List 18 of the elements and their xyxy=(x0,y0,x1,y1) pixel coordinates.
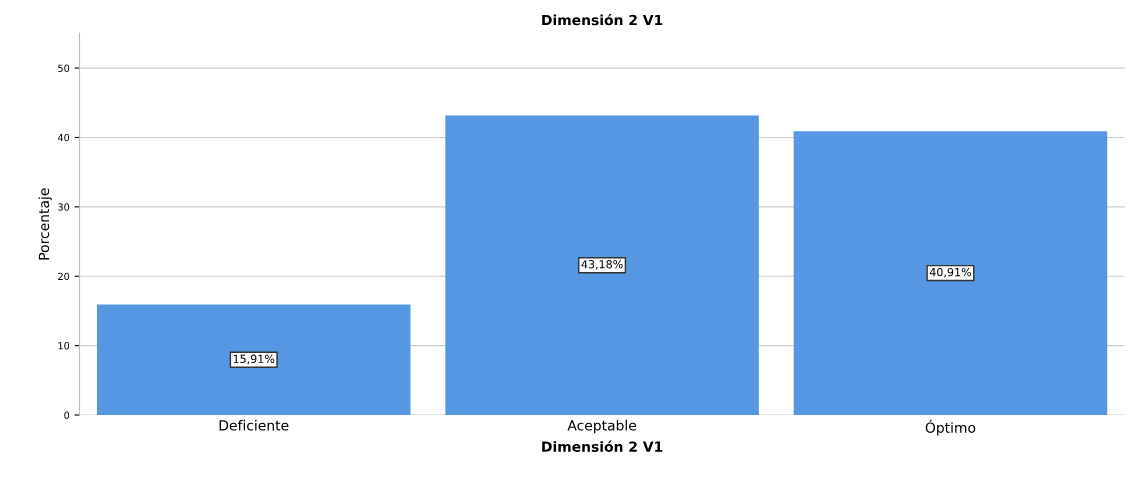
y-tick-label: 0 xyxy=(64,411,70,419)
bar xyxy=(445,115,759,415)
data-label: 15,91% xyxy=(233,354,275,365)
x-tick-label: Deficiente xyxy=(219,419,289,431)
x-tick-label: Aceptable xyxy=(567,419,637,434)
y-tick-label: 50 xyxy=(58,64,70,72)
x-axis-title: Dimensión 2 V1 xyxy=(542,440,663,452)
bar xyxy=(96,304,411,415)
y-tick-label: 40 xyxy=(57,133,70,142)
data-label: 43,18% xyxy=(581,260,623,270)
bar xyxy=(793,131,1108,415)
y-tick-label: 30 xyxy=(58,203,70,211)
y-tick-label: 10 xyxy=(58,342,70,350)
data-label: 40,91% xyxy=(929,267,972,278)
y-tick-label: 20 xyxy=(58,272,70,281)
chart-title: Dimensión 2 V1 xyxy=(542,13,663,26)
x-tick-label: Óptimo xyxy=(925,419,976,436)
y-axis-title: Porcentaje xyxy=(38,188,52,260)
